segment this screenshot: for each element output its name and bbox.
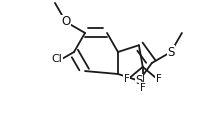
Text: S: S (167, 46, 175, 58)
Text: F: F (124, 74, 130, 84)
Text: F: F (140, 83, 146, 93)
Text: O: O (61, 16, 71, 28)
Text: Cl: Cl (51, 54, 62, 64)
Text: S: S (135, 74, 143, 87)
Text: F: F (156, 74, 162, 84)
